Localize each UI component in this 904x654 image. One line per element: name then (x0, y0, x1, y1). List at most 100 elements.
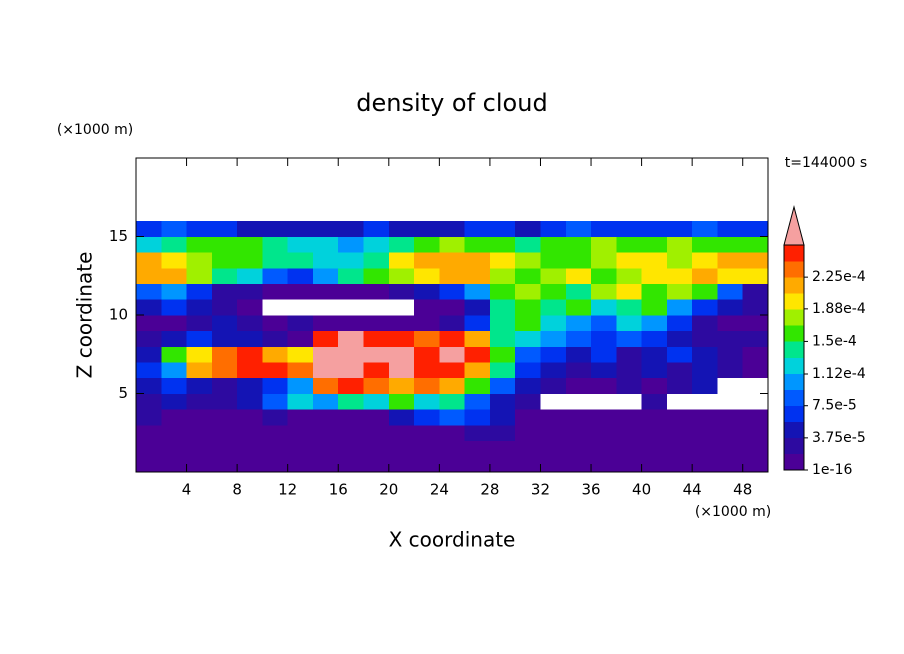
contour-cell (717, 252, 744, 269)
contour-cell (338, 393, 364, 410)
contour-cell (287, 456, 314, 473)
y-tick-label: 15 (109, 227, 128, 245)
contour-cell (161, 315, 187, 332)
contour-cell (211, 220, 238, 237)
contour-cell (414, 346, 440, 363)
colorbar-tick-label: 1.5e-4 (812, 333, 857, 349)
contour-cell (641, 220, 668, 237)
contour-cell (540, 362, 567, 379)
x-unit: (×1000 m) (695, 504, 771, 520)
colorbar-tick-label: 1.88e-4 (812, 301, 866, 317)
contour-cell (312, 299, 339, 316)
contour-cell (565, 252, 592, 269)
contour-cell (439, 377, 466, 394)
contour-cell (439, 440, 466, 457)
contour-cell (161, 346, 187, 363)
contour-cell (161, 252, 187, 269)
contour-cell (211, 346, 238, 363)
contour-cell (717, 220, 744, 237)
contour-cell (262, 440, 289, 457)
contour-cell (414, 252, 440, 269)
colorbar-band (784, 357, 804, 374)
contour-cell (262, 424, 289, 441)
contour-cell (540, 377, 567, 394)
contour-cell (591, 409, 617, 426)
contour-cell (515, 377, 541, 394)
contour-cell (717, 377, 744, 394)
contour-cell (262, 220, 289, 237)
contour-cell (540, 393, 567, 410)
contour-cell (742, 346, 769, 363)
colorbar-band (784, 373, 804, 390)
contour-cell (717, 409, 744, 426)
contour-cell (666, 377, 693, 394)
contour-cell (237, 299, 263, 316)
contour-cell (136, 252, 162, 269)
contour-cell (692, 362, 718, 379)
contour-cell (186, 409, 213, 426)
contour-cell (591, 315, 617, 332)
contour-cell (312, 456, 339, 473)
contour-cell (414, 456, 440, 473)
contour-cell (742, 393, 769, 410)
contour-cell (464, 252, 491, 269)
contour-cell (186, 362, 213, 379)
contour-cell (287, 440, 314, 457)
contour-cell (312, 220, 339, 237)
x-axis-label: X coordinate (389, 528, 516, 552)
contour-cell (388, 424, 415, 441)
contour-cell (641, 315, 668, 332)
contour-cell (591, 393, 617, 410)
contour-cell (540, 456, 567, 473)
x-tick-label: 48 (733, 481, 752, 499)
contour-cell (136, 440, 162, 457)
contour-cell (211, 409, 238, 426)
contour-cell (186, 346, 213, 363)
contour-cell (186, 440, 213, 457)
contour-cell (237, 362, 263, 379)
contour-cell (388, 409, 415, 426)
contour-cell (464, 267, 491, 284)
contour-cell (363, 456, 390, 473)
contour-cell (287, 409, 314, 426)
contour-cell (591, 330, 617, 347)
contour-cell (565, 346, 592, 363)
contour-cell (363, 346, 390, 363)
contour-field (136, 220, 769, 473)
colorbar-band (784, 453, 804, 471)
contour-cell (439, 409, 466, 426)
contour-cell (641, 362, 668, 379)
contour-cell (692, 456, 718, 473)
contour-cell (515, 315, 541, 332)
contour-cell (237, 409, 263, 426)
contour-cell (666, 346, 693, 363)
contour-cell (489, 377, 516, 394)
contour-cell (312, 315, 339, 332)
contour-cell (414, 440, 440, 457)
contour-cell (565, 330, 592, 347)
contour-cell (742, 456, 769, 473)
contour-cell (161, 377, 187, 394)
contour-cell (439, 346, 466, 363)
contour-cell (287, 424, 314, 441)
contour-cell (262, 456, 289, 473)
contour-cell (540, 220, 567, 237)
contour-cell (312, 377, 339, 394)
contour-cell (414, 315, 440, 332)
contour-cell (388, 267, 415, 284)
x-tick-label: 24 (430, 481, 449, 499)
contour-cell (742, 267, 769, 284)
contour-cell (439, 315, 466, 332)
contour-cell (237, 377, 263, 394)
contour-cell (414, 220, 440, 237)
contour-cell (211, 330, 238, 347)
contour-cell (136, 315, 162, 332)
colorbar-tick-label: 1.12e-4 (812, 366, 866, 382)
contour-cell (641, 283, 668, 300)
contour-cell (186, 315, 213, 332)
contour-cell (338, 456, 364, 473)
contour-cell (666, 409, 693, 426)
contour-cell (692, 424, 718, 441)
contour-cell (414, 409, 440, 426)
contour-cell (439, 283, 466, 300)
